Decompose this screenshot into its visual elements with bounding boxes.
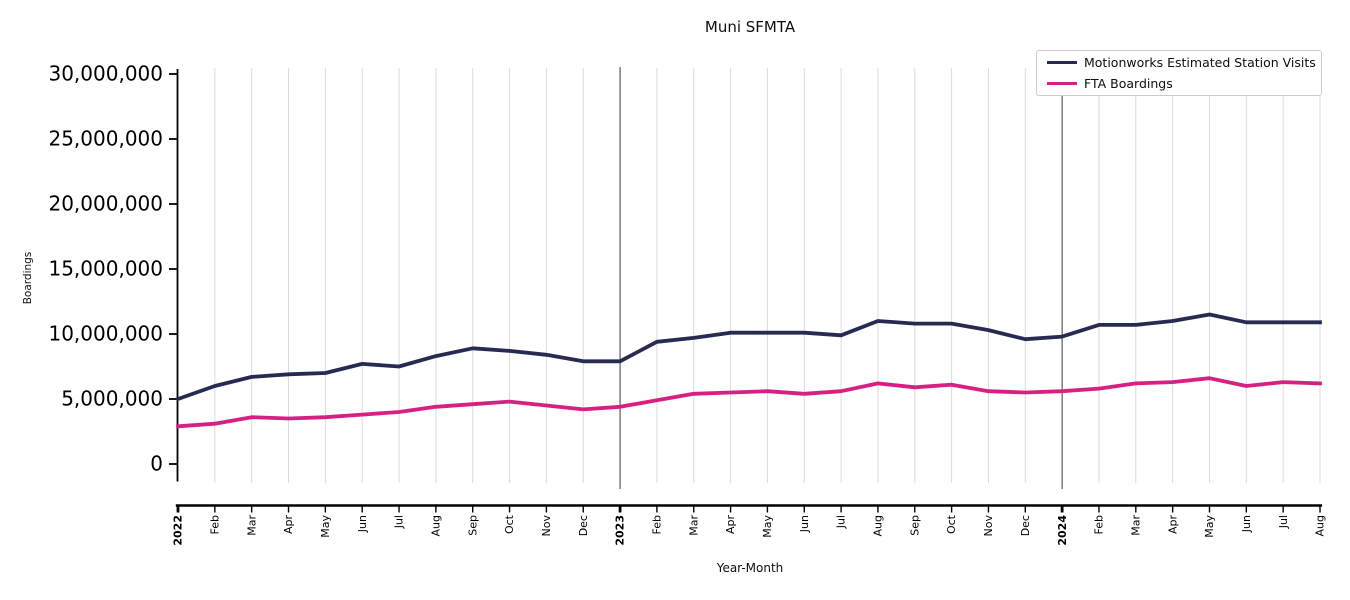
x-tick-label: Nov	[982, 515, 995, 537]
legend-label-fta: FTA Boardings	[1084, 76, 1173, 92]
x-tick-label: May	[761, 515, 774, 538]
y-tick-label: 25,000,000	[48, 127, 163, 151]
x-tick-label: Sep	[908, 515, 921, 536]
x-tick-label: Aug	[1314, 515, 1327, 536]
x-tick-label: Dec	[577, 515, 590, 536]
fta-line	[175, 376, 1322, 429]
x-tick-label: Jul	[1277, 515, 1290, 529]
y-tick-label: 0	[150, 452, 163, 476]
legend-item-fta: FTA Boardings	[1037, 74, 1321, 94]
x-tick-label: Jul	[835, 515, 848, 529]
x-tick-label: Apr	[1166, 515, 1179, 535]
legend: Motionworks Estimated Station Visits FTA…	[1036, 50, 1322, 96]
y-tick-label: 30,000,000	[48, 62, 163, 86]
x-tick-label: Mar	[245, 515, 258, 536]
motionworks-line	[175, 312, 1322, 402]
x-tick-label: Jun	[356, 515, 369, 533]
legend-label-motionworks: Motionworks Estimated Station Visits	[1084, 54, 1316, 70]
x-tick-label: Feb	[651, 515, 664, 534]
x-tick-label: Oct	[945, 514, 958, 534]
x-tick-label-year: 2023	[614, 515, 627, 546]
x-tick-label: Feb	[1093, 515, 1106, 534]
y-tick-label: 20,000,000	[48, 192, 163, 216]
x-tick-label: Nov	[540, 515, 553, 537]
x-tick-label: Apr	[282, 515, 295, 535]
x-tick-label: Mar	[687, 515, 700, 536]
x-axis-label: Year-Month	[716, 561, 784, 575]
y-tick-label: 15,000,000	[48, 257, 163, 281]
fta-line-swatch-icon	[1047, 81, 1077, 86]
x-tick-label: Jun	[1240, 515, 1253, 533]
y-tick-label: 10,000,000	[48, 322, 163, 346]
legend-item-motionworks: Motionworks Estimated Station Visits	[1037, 52, 1321, 72]
x-tick-label-year: 2022	[172, 515, 185, 546]
x-tick-label: Jul	[393, 515, 406, 529]
x-tick-label-year: 2024	[1056, 515, 1069, 546]
x-tick-label: Mar	[1129, 515, 1142, 536]
motionworks-line-swatch-icon	[1047, 60, 1077, 65]
x-tick-label: Jun	[798, 515, 811, 533]
x-tick-label: Feb	[208, 515, 221, 534]
x-tick-label: Aug	[872, 515, 885, 536]
chart-title: Muni SFMTA	[704, 18, 796, 36]
x-tick-label: Aug	[430, 515, 443, 536]
x-tick-label: Oct	[503, 514, 516, 534]
x-tick-label: Apr	[724, 515, 737, 535]
x-tick-label: Sep	[466, 515, 479, 536]
x-tick-label: May	[319, 515, 332, 538]
y-tick-label: 5,000,000	[61, 387, 163, 411]
x-tick-label: Dec	[1019, 515, 1032, 536]
x-tick-label: May	[1203, 515, 1216, 538]
